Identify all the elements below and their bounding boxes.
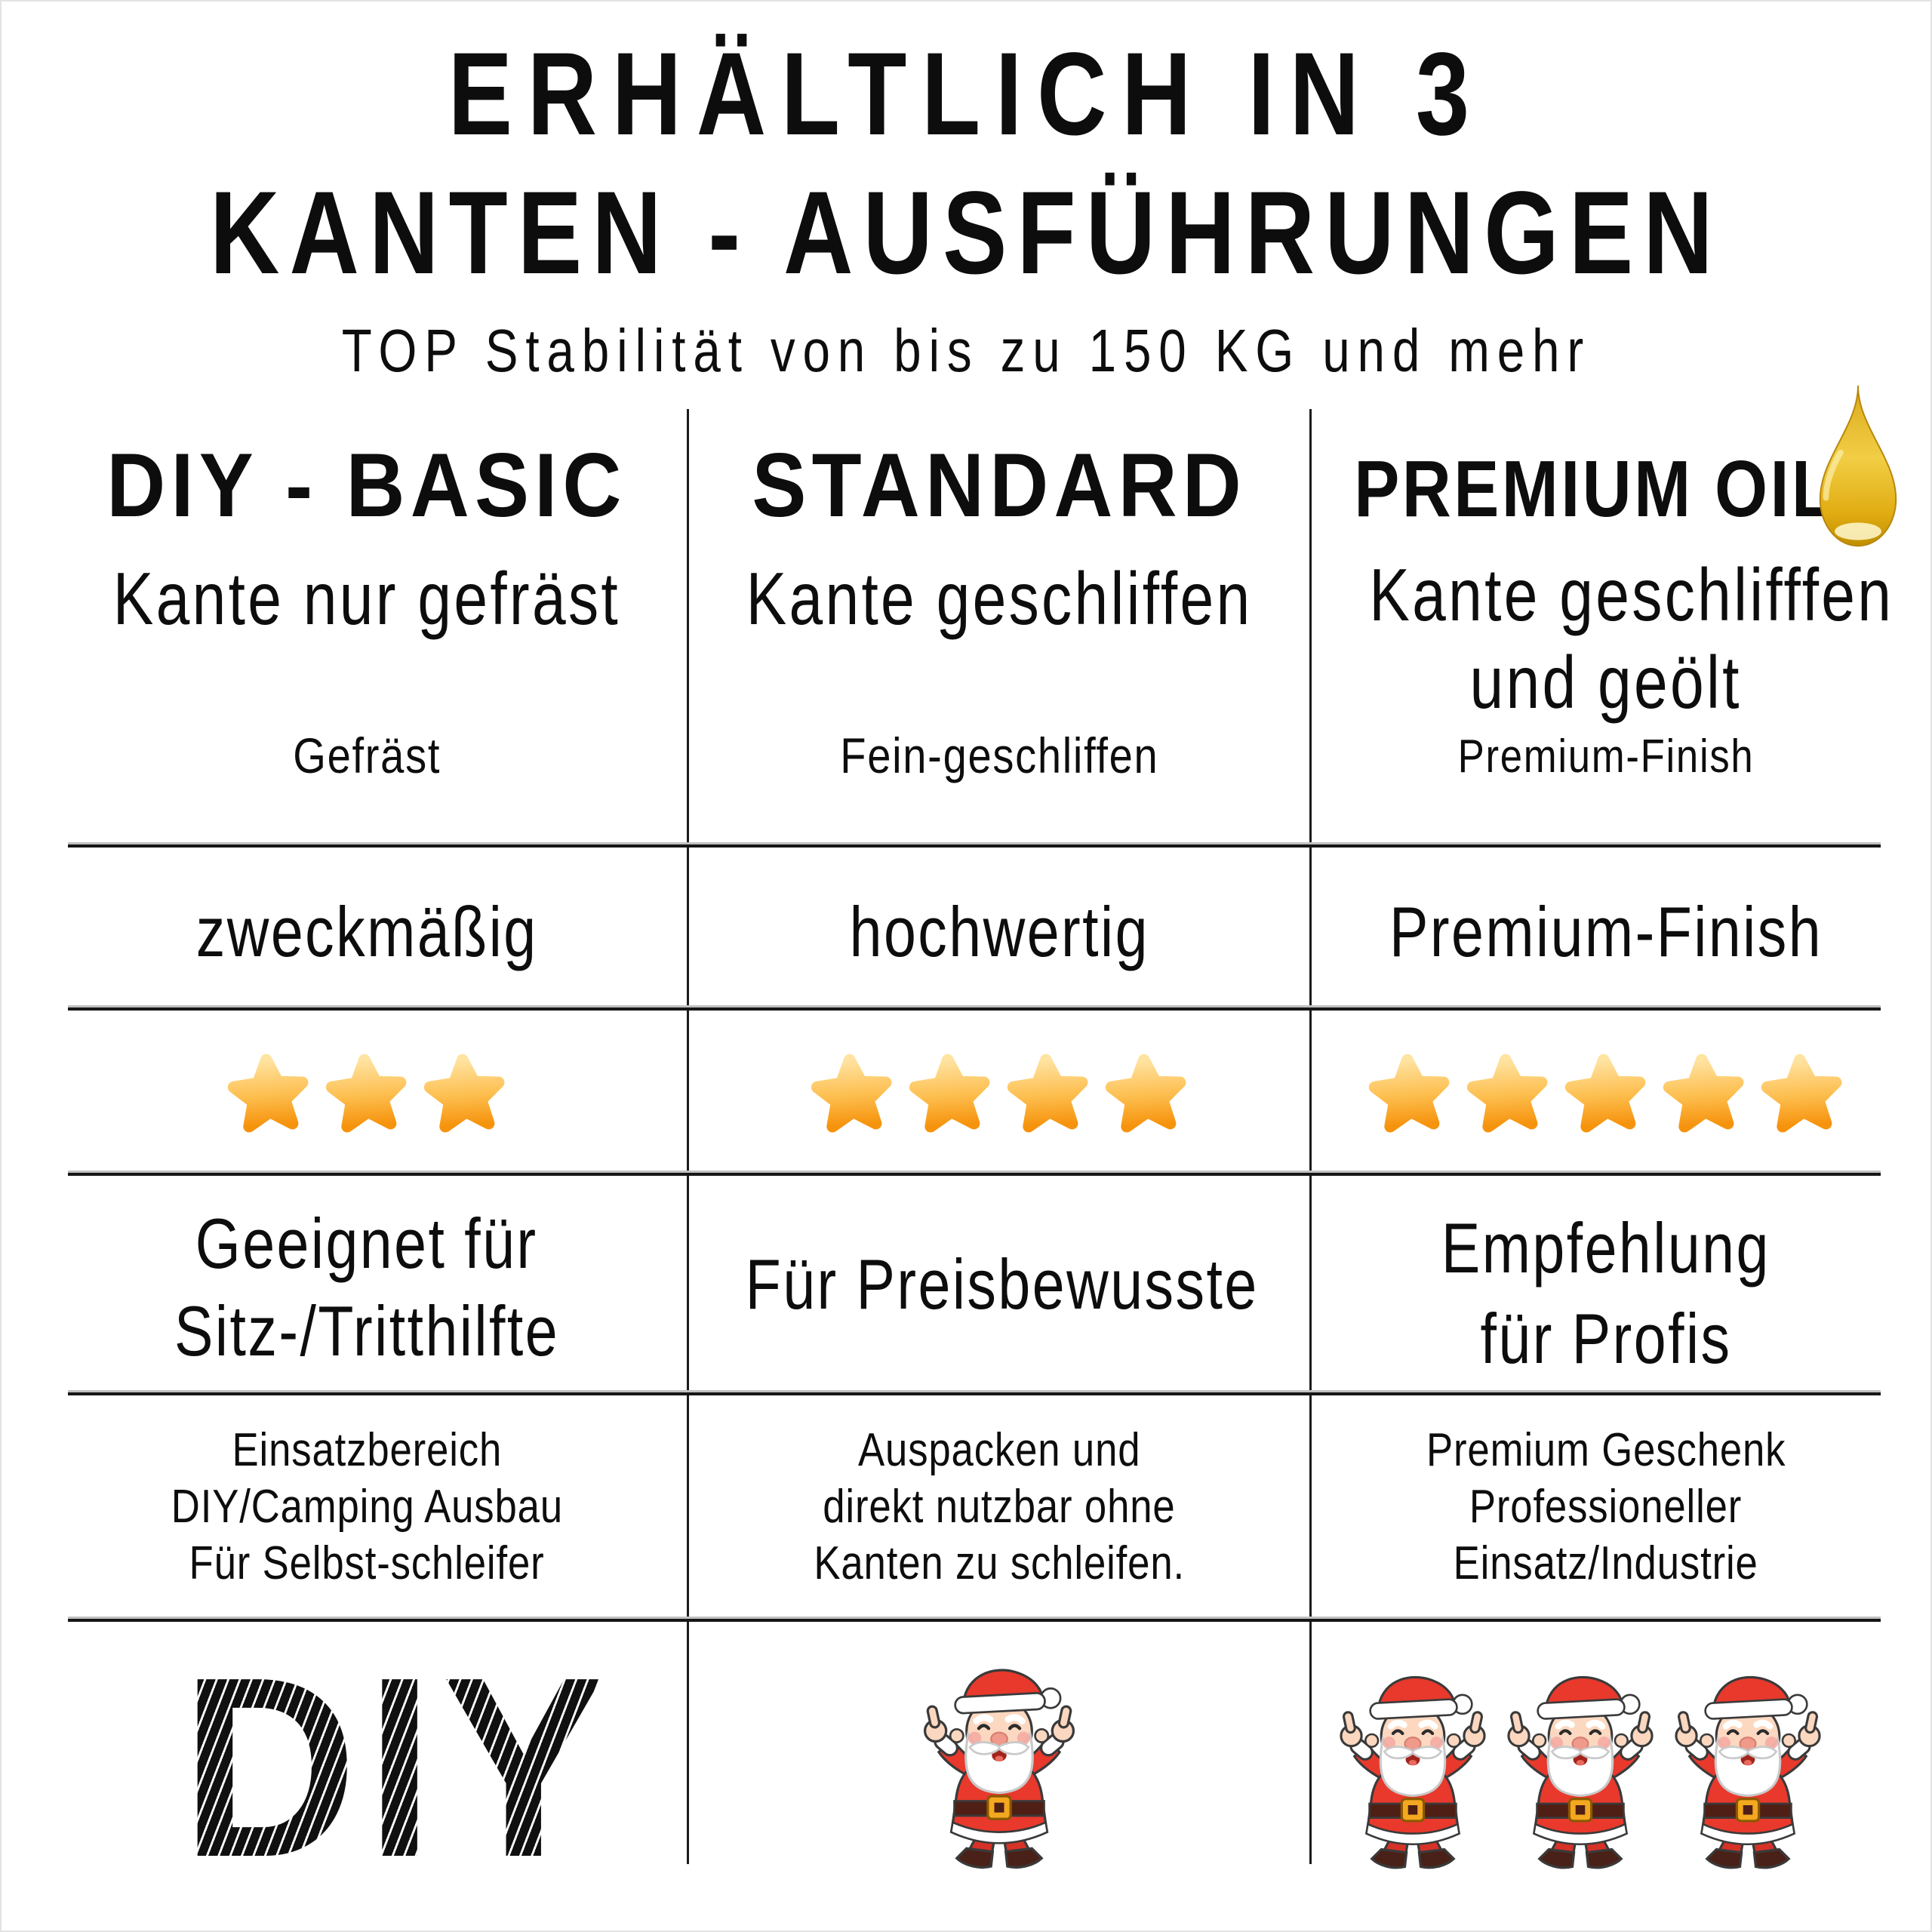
column-header-premium-oil: PREMIUM OIL xyxy=(1354,445,1836,534)
details-standard-line3: Kanten zu schleifen. xyxy=(814,1537,1185,1589)
gold-star-icon xyxy=(1466,1054,1548,1133)
gold-star-icon xyxy=(423,1054,505,1133)
row-divider-1 xyxy=(68,842,1881,848)
details-premium-line2: Professioneller xyxy=(1469,1481,1743,1533)
audience-standard: Für Preisbewusste xyxy=(745,1244,1259,1324)
santa-claus-thumbs-up-icon xyxy=(1494,1663,1667,1876)
santa-claus-thumbs-up-icon xyxy=(909,1656,1089,1876)
gold-star-icon xyxy=(325,1054,407,1133)
gold-star-icon xyxy=(1105,1054,1186,1133)
finish-note-standard: Fein-geschliffen xyxy=(839,728,1159,783)
diy-sketch-logo: DIY xyxy=(180,1624,614,1911)
row-divider-4 xyxy=(68,1390,1881,1395)
details-diy-line1: Einsatzbereich xyxy=(232,1424,502,1476)
row-divider-5 xyxy=(68,1617,1881,1622)
audience-premium: Empfehlung für Profis xyxy=(1312,1203,1900,1384)
details-diy-line2: DIY/Camping Ausbau xyxy=(171,1481,563,1533)
oil-drop-icon xyxy=(1819,385,1897,547)
star-rating-premium xyxy=(1312,1049,1900,1140)
edge-text-premium-line2: und geölt xyxy=(1469,641,1743,724)
details-premium: Premium Geschenk Professioneller Einsatz… xyxy=(1312,1422,1900,1592)
gold-star-icon xyxy=(1368,1054,1450,1133)
edge-text-diy: Kante nur gefräst xyxy=(112,557,621,640)
santa-illustration-standard xyxy=(689,1656,1309,1876)
quality-premium: Premium-Finish xyxy=(1389,892,1823,971)
gold-star-icon xyxy=(1761,1054,1842,1133)
page-subtitle: TOP Stabilität von bis zu 150 KG und meh… xyxy=(341,317,1591,384)
audience-premium-line2: für Profis xyxy=(1480,1299,1732,1378)
santa-claus-thumbs-up-icon xyxy=(1661,1663,1835,1876)
gold-star-icon xyxy=(227,1054,309,1133)
gold-star-icon xyxy=(811,1054,892,1133)
page-title-line2: KANTEN - AUSFÜHRUNGEN xyxy=(209,168,1723,299)
star-rating-diy xyxy=(47,1049,687,1140)
edge-text-standard: Kante geschliffen xyxy=(746,557,1253,640)
details-diy-line3: Für Selbst-schleifer xyxy=(189,1537,545,1589)
column-divider-1 xyxy=(687,409,689,1864)
audience-premium-line1: Empfehlung xyxy=(1441,1208,1770,1287)
row-divider-2 xyxy=(68,1005,1881,1011)
audience-diy-line2: Sitz-/Tritthilfte xyxy=(174,1291,560,1371)
column-divider-2 xyxy=(1309,409,1312,1864)
details-diy: Einsatzbereich DIY/Camping Ausbau Für Se… xyxy=(47,1422,687,1592)
audience-diy-line1: Geeignet für xyxy=(195,1204,538,1283)
details-standard-line1: Auspacken und xyxy=(857,1424,1141,1476)
details-premium-line3: Einsatz/Industrie xyxy=(1453,1537,1759,1589)
audience-diy: Geeignet für Sitz-/Tritthilfte xyxy=(47,1200,687,1375)
gold-star-icon xyxy=(1564,1054,1646,1133)
finish-note-diy: Gefräst xyxy=(293,728,441,783)
star-rating-standard xyxy=(689,1049,1309,1140)
column-header-standard: STANDARD xyxy=(752,435,1247,536)
column-header-diy-basic: DIY - BASIC xyxy=(106,435,627,536)
finish-note-premium: Premium-Finish xyxy=(1457,731,1755,783)
gold-star-icon xyxy=(1663,1054,1744,1133)
details-standard-line2: direkt nutzbar ohne xyxy=(823,1481,1176,1533)
details-standard: Auspacken und direkt nutzbar ohne Kanten… xyxy=(689,1422,1309,1592)
row-divider-3 xyxy=(68,1171,1881,1176)
gold-star-icon xyxy=(1007,1054,1088,1133)
gold-star-icon xyxy=(909,1054,990,1133)
santa-claus-thumbs-up-icon xyxy=(1326,1663,1500,1876)
edge-text-premium-line1: Kante geschlifffen xyxy=(1369,553,1894,636)
santa-illustrations-premium xyxy=(1316,1663,1844,1876)
page-title-line1: ERHÄLTLICH IN 3 xyxy=(448,29,1484,160)
details-premium-line1: Premium Geschenk xyxy=(1426,1424,1786,1476)
quality-standard: hochwertig xyxy=(849,892,1149,971)
quality-diy: zweckmäßig xyxy=(195,892,538,971)
edge-text-premium: Kante geschlifffen und geölt xyxy=(1312,551,1900,726)
